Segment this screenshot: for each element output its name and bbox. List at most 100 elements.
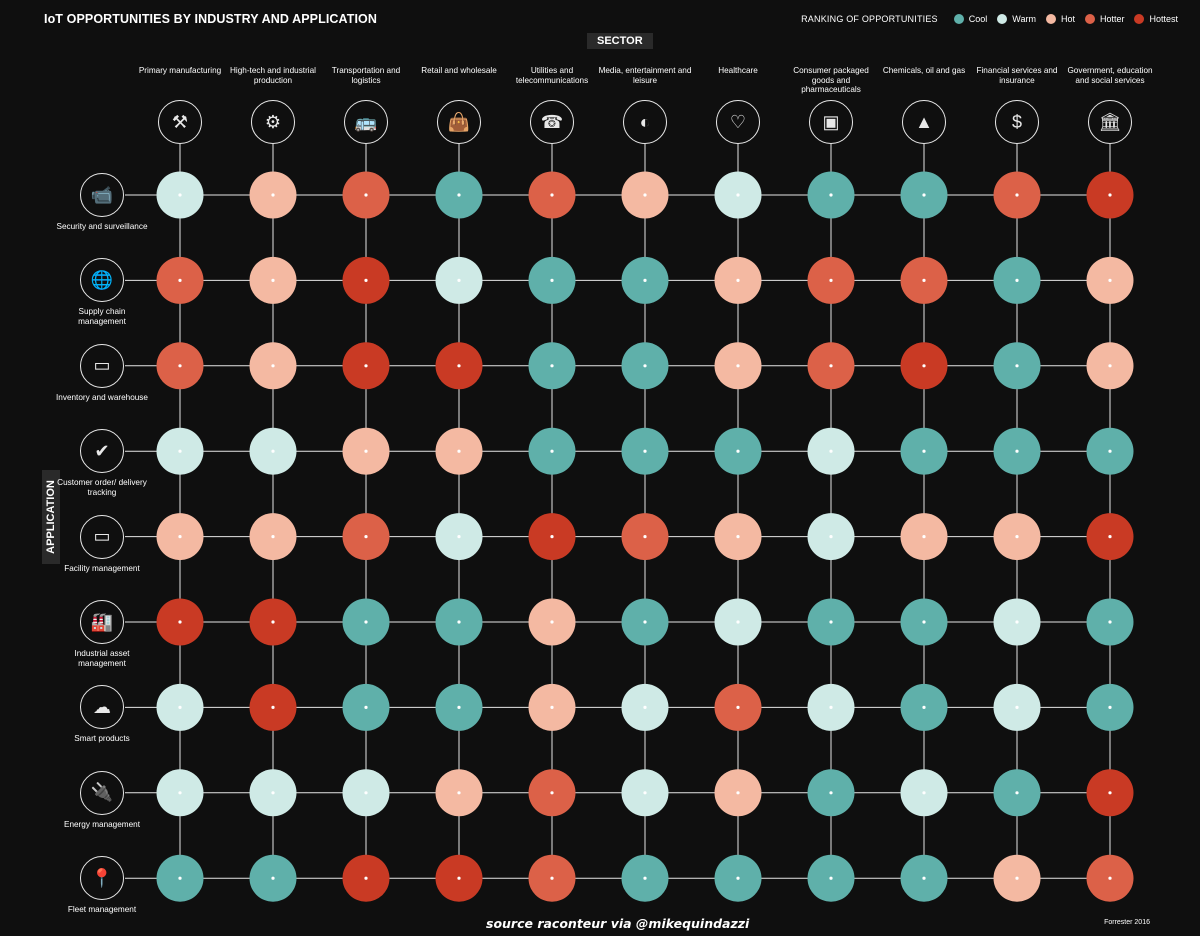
cell-center-dot: [457, 705, 461, 710]
sector-label: Chemicals, oil and gas: [882, 66, 966, 75]
cell-center-dot: [643, 535, 647, 539]
cell-center-dot: [550, 705, 554, 710]
legend-item-label: Hot: [1060, 14, 1075, 24]
cell-center-dot: [736, 705, 740, 710]
cell-center-dot: [922, 449, 926, 453]
cell-center-dot: [736, 278, 740, 282]
cell-center-dot: [922, 364, 926, 368]
cell-center-dot: [550, 535, 554, 539]
legend-item-hot: Hot: [1045, 14, 1075, 24]
cell-center-dot: [829, 278, 833, 282]
cell-center-dot: [271, 193, 275, 197]
cell-center-dot: [829, 791, 833, 795]
cell-center-dot: [271, 620, 275, 624]
sector-header: Government, education and social service…: [1063, 66, 1157, 96]
cell-center-dot: [1108, 791, 1112, 795]
cell-center-dot: [922, 193, 926, 197]
cell-center-dot: [1015, 620, 1019, 624]
application-label: Security and surveillance: [56, 222, 148, 231]
cell-center-dot: [364, 791, 368, 795]
cell-center-dot: [271, 535, 275, 539]
cell-center-dot: [178, 364, 182, 368]
cell-center-dot: [922, 705, 926, 710]
cell-center-dot: [550, 364, 554, 368]
application-label: Supply chain management: [78, 307, 126, 326]
cell-center-dot: [271, 876, 275, 880]
legend-swatch: [1084, 14, 1095, 24]
sector-label: Media, entertainment and leisure: [598, 66, 692, 85]
sector-header: Healthcare: [691, 66, 785, 96]
application-label: Fleet management: [67, 905, 137, 915]
legend-item-label: Cool: [968, 14, 988, 24]
cell-center-dot: [178, 791, 182, 795]
globe-icon: 🌐: [80, 258, 124, 303]
sector-label: Utilities and telecommunications: [515, 66, 589, 85]
legend-item-label: Hotter: [1099, 14, 1125, 24]
cell-center-dot: [643, 278, 647, 282]
sector-label: Financial services and insurance: [976, 66, 1058, 85]
cell-center-dot: [457, 620, 461, 624]
cell-center-dot: [364, 705, 368, 710]
cell-center-dot: [550, 876, 554, 880]
cell-center-dot: [922, 620, 926, 624]
cell-center-dot: [643, 876, 647, 880]
cell-center-dot: [1108, 449, 1112, 453]
sector-header: Utilities and telecommunications: [505, 66, 599, 96]
cell-center-dot: [364, 449, 368, 453]
legend-item-label: Warm: [1012, 14, 1036, 24]
legend-label: RANKING OF OPPORTUNITIES: [801, 14, 938, 24]
cell-center-dot: [550, 278, 554, 282]
cell-center-dot: [829, 449, 833, 453]
legend-swatch: [953, 14, 964, 24]
cell-center-dot: [1108, 535, 1112, 539]
cell-center-dot: [457, 364, 461, 368]
cell-center-dot: [922, 876, 926, 880]
legend-swatch: [1134, 14, 1145, 24]
security-camera-icon: 📹: [80, 173, 124, 217]
cell-center-dot: [364, 620, 368, 624]
legend-swatch: [997, 14, 1008, 24]
sector-label: Transportation and logistics: [331, 66, 401, 85]
legend-item-warm: Warm: [997, 14, 1036, 24]
cell-center-dot: [1108, 620, 1112, 624]
sector-header: Financial services and insurance: [970, 66, 1064, 96]
cell-center-dot: [178, 449, 182, 453]
sector-label: Primary manufacturing: [138, 66, 222, 75]
cell-center-dot: [1108, 705, 1112, 710]
cell-center-dot: [178, 278, 182, 282]
cell-center-dot: [736, 791, 740, 795]
legend: RANKING OF OPPORTUNITIES Cool Warm Hot H…: [801, 14, 1178, 24]
sector-header: Retail and wholesale: [412, 66, 506, 96]
application-axis-label: APPLICATION: [42, 470, 60, 564]
cell-center-dot: [364, 876, 368, 880]
monitor-chart-icon: ▭: [80, 343, 124, 388]
plug-icon: 🔌: [80, 770, 124, 815]
cell-center-dot: [736, 193, 740, 197]
cell-center-dot: [178, 705, 182, 710]
cell-center-dot: [736, 535, 740, 539]
box-icon: ▣: [809, 100, 853, 144]
source-credit: Forrester 2016: [1104, 919, 1150, 926]
sector-header: Chemicals, oil and gas: [877, 66, 971, 96]
cell-center-dot: [178, 535, 182, 539]
sector-label: High-tech and industrial production: [229, 66, 317, 85]
cell-center-dot: [178, 193, 182, 197]
cell-center-dot: [736, 876, 740, 880]
application-label: Inventory and warehouse: [56, 392, 148, 402]
source-footer: source raconteur via @mikequindazzi: [486, 916, 750, 931]
sector-axis-label: SECTOR: [587, 33, 653, 49]
sector-header: Media, entertainment and leisure: [598, 66, 692, 96]
cell-center-dot: [364, 193, 368, 197]
legend-swatch: [1045, 14, 1056, 24]
shopping-bag-icon: 👜: [437, 100, 481, 144]
cell-center-dot: [364, 278, 368, 282]
cell-center-dot: [271, 791, 275, 795]
cell-center-dot: [829, 535, 833, 539]
cell-center-dot: [736, 449, 740, 453]
checklist-icon: ✔: [80, 429, 124, 474]
application-label: Energy management: [63, 819, 140, 829]
cell-center-dot: [271, 705, 275, 710]
cell-center-dot: [457, 449, 461, 453]
sector-header: Primary manufacturing: [133, 66, 227, 96]
cell-center-dot: [1015, 791, 1019, 795]
